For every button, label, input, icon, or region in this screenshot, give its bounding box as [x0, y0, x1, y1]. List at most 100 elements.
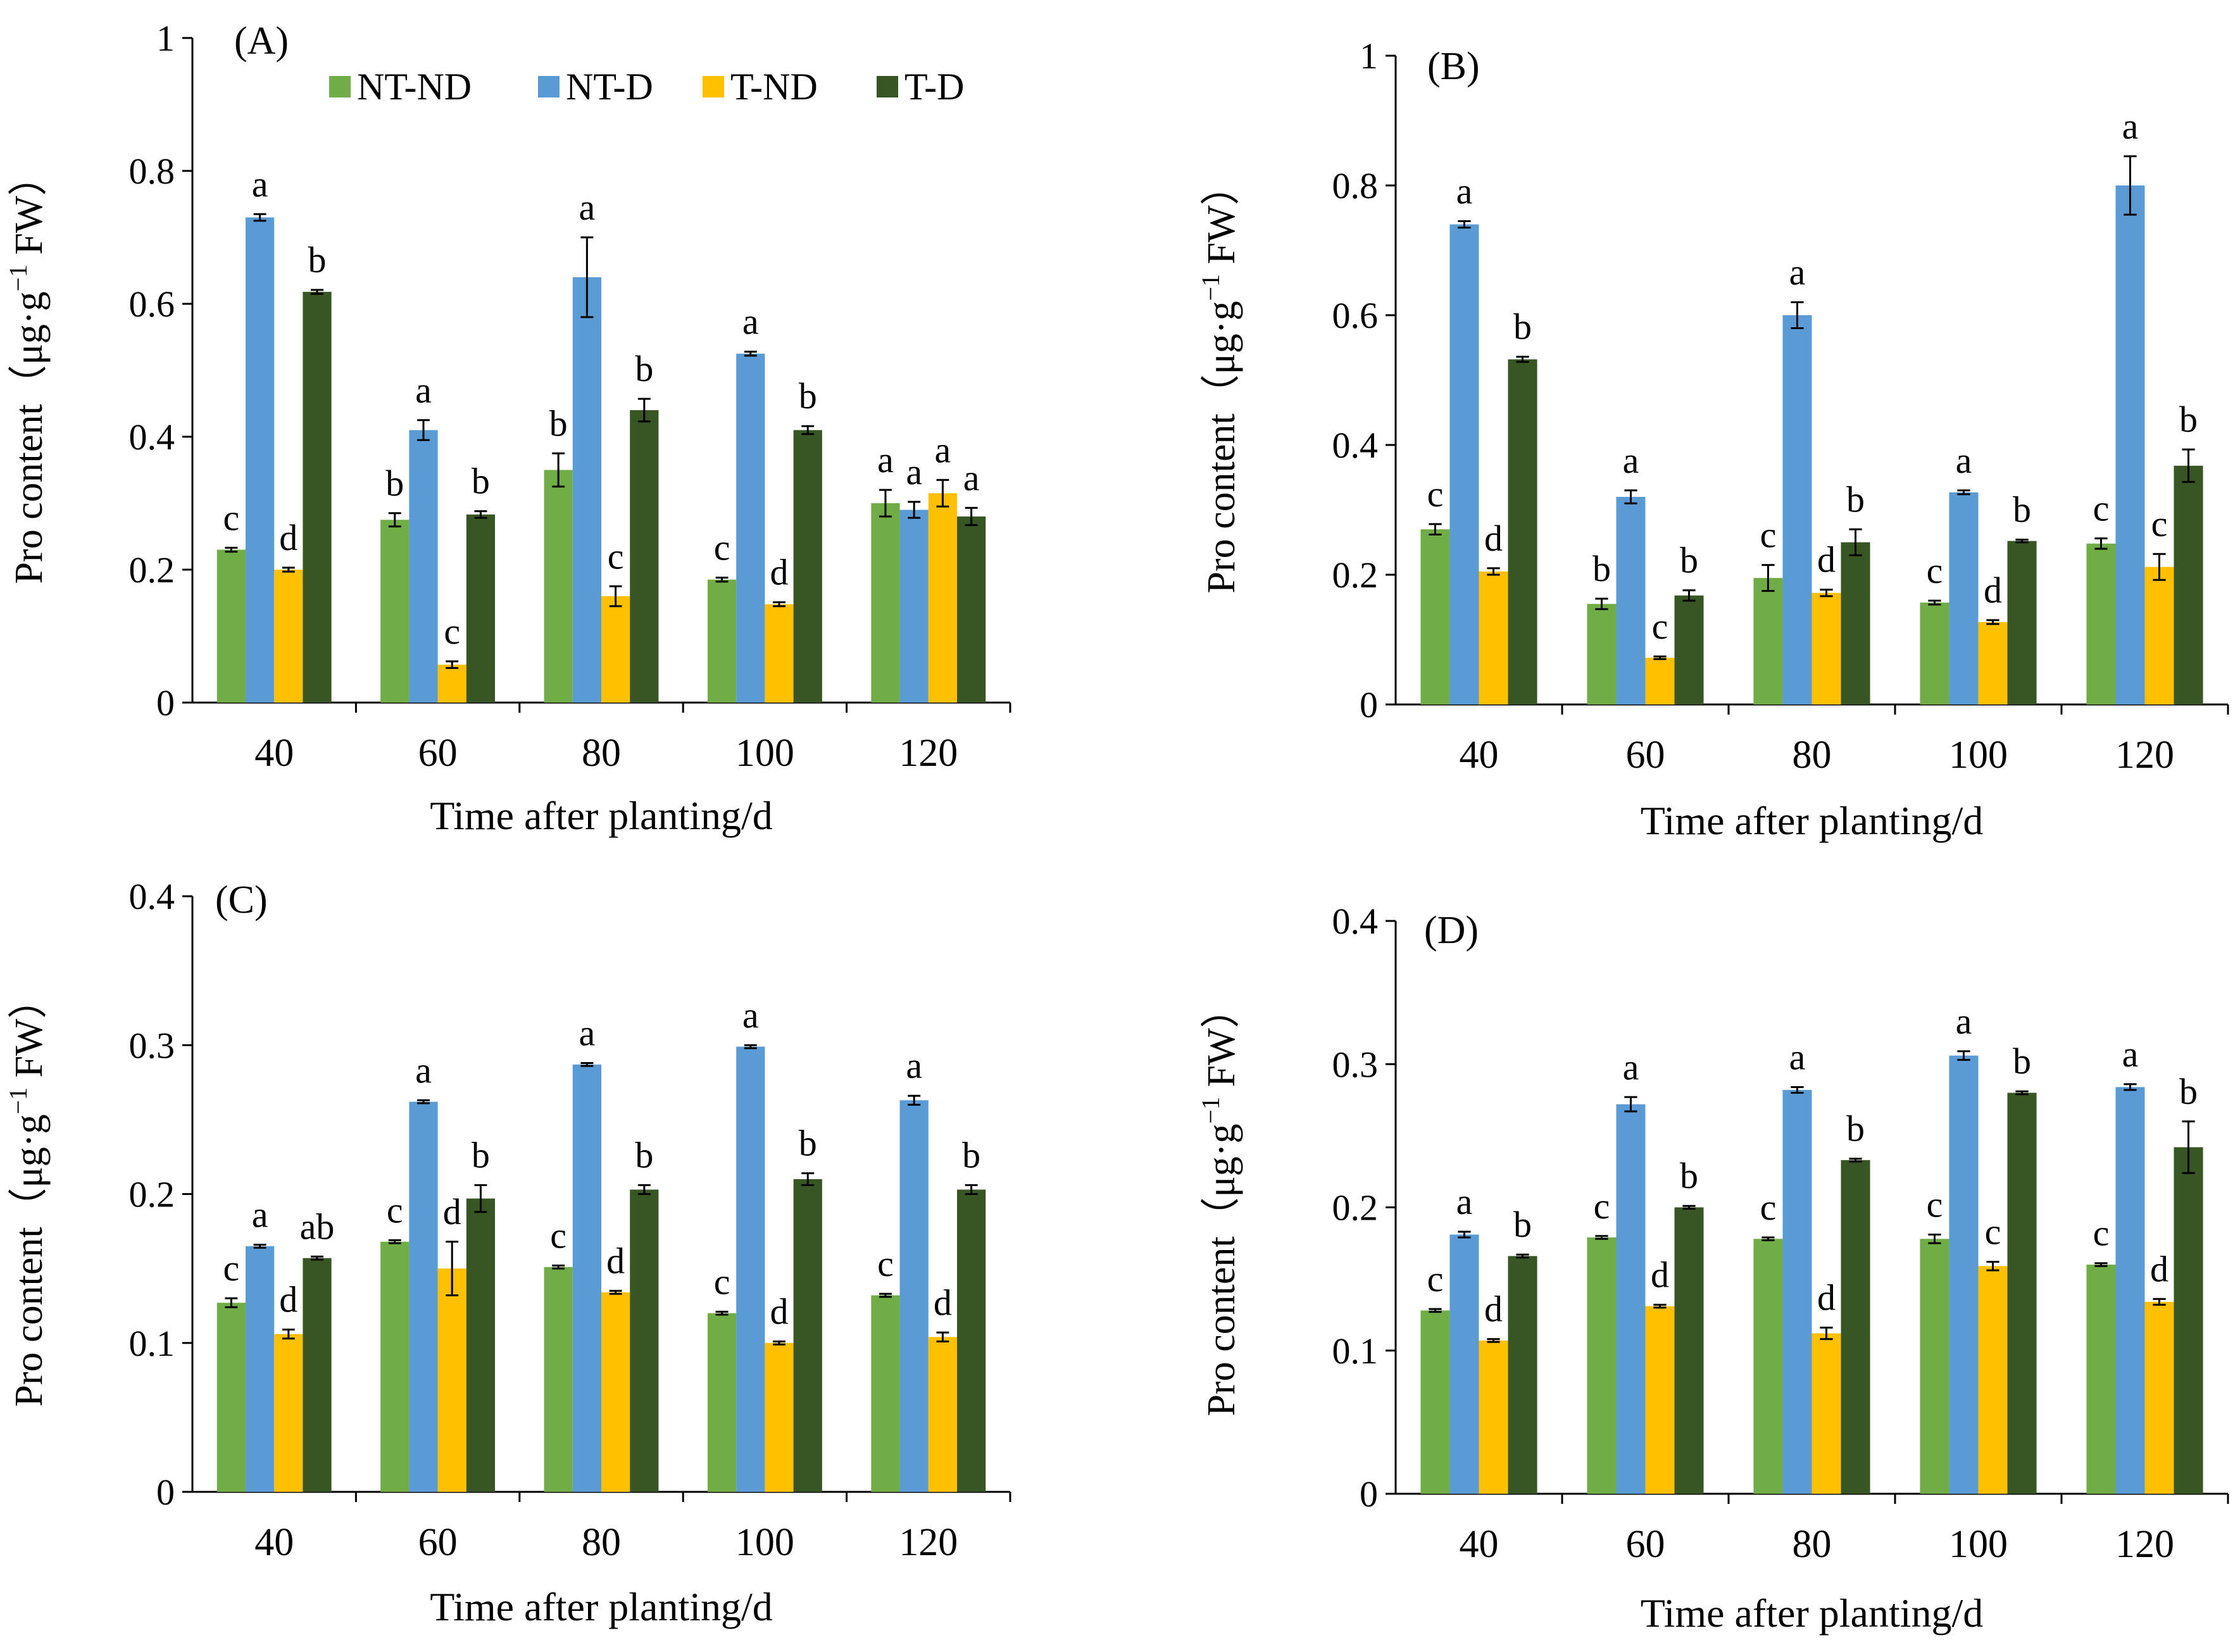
- significance-letter: c: [1760, 515, 1777, 556]
- x-tick-label: 40: [254, 732, 294, 775]
- bar-nt-d-40: [245, 1246, 275, 1492]
- bar-nt-nd-40: [1420, 529, 1450, 704]
- significance-letter: c: [1427, 1258, 1444, 1299]
- x-tick-label: 60: [418, 732, 458, 775]
- bar-nt-nd-120: [2086, 543, 2116, 704]
- bar-t-nd-120: [928, 493, 958, 703]
- legend-swatch: [703, 76, 724, 97]
- significance-letter: b: [385, 463, 404, 504]
- panel-b: 00.20.40.60.8140cadb60bacb80cadb100cadb1…: [1196, 35, 2229, 843]
- error-bar: [1595, 1235, 1608, 1240]
- x-tick-label: 60: [1626, 734, 1665, 777]
- error-bar: [715, 577, 729, 583]
- error-bar: [1849, 528, 1862, 556]
- significance-letter: c: [387, 1189, 403, 1230]
- bar-nt-d-60: [1616, 1104, 1646, 1494]
- error-bar: [773, 1340, 785, 1346]
- bar-t-nd-80: [1811, 1333, 1841, 1494]
- error-bar: [2094, 1262, 2108, 1267]
- panel-label: (C): [215, 879, 268, 922]
- significance-letter: a: [415, 370, 432, 411]
- error-bar: [1653, 1303, 1667, 1309]
- significance-letter: a: [963, 457, 980, 498]
- significance-letter: b: [962, 1134, 980, 1175]
- error-bar: [1957, 1050, 1970, 1061]
- y-tick-label: 1: [1360, 35, 1378, 77]
- bar-t-nd-80: [601, 596, 630, 703]
- error-bar: [1682, 589, 1696, 602]
- y-tick-label: 0: [1360, 684, 1378, 725]
- bar-t-nd-100: [1978, 1266, 2008, 1494]
- significance-letter: d: [2150, 1248, 2168, 1289]
- bar-t-nd-40: [274, 1334, 303, 1492]
- significance-letter: a: [1623, 440, 1639, 481]
- bar-nt-d-120: [899, 1100, 929, 1492]
- significance-letter: d: [1817, 539, 1836, 580]
- significance-letter: a: [742, 301, 759, 342]
- bar-t-nd-120: [928, 1337, 958, 1492]
- error-bar: [637, 397, 651, 423]
- bar-nt-nd-80: [1753, 578, 1783, 704]
- error-bar: [1761, 564, 1775, 592]
- significance-letter: d: [1817, 1277, 1836, 1318]
- x-tick-label: 100: [735, 1521, 794, 1564]
- bar-nt-d-80: [1782, 315, 1812, 704]
- y-axis-label: Pro content（μg·g−1 FW）: [1196, 989, 1243, 1416]
- significance-letter: b: [1680, 540, 1698, 581]
- significance-letter: c: [877, 1243, 894, 1284]
- significance-letter: b: [472, 461, 490, 502]
- bar-nt-nd-40: [1420, 1310, 1450, 1494]
- x-tick-label: 120: [899, 732, 958, 775]
- error-bar: [879, 489, 892, 518]
- bar-t-nd-100: [1978, 622, 2008, 704]
- bar-nt-nd-80: [1753, 1239, 1783, 1494]
- bar-nt-nd-80: [544, 1267, 573, 1492]
- legend-item-nt-nd: NT-ND: [329, 66, 472, 108]
- bar-nt-nd-60: [1587, 604, 1617, 704]
- bar-nt-nd-60: [1587, 1237, 1617, 1494]
- legend: NT-ND NT-D T-ND T-D: [329, 66, 964, 108]
- error-bar: [225, 546, 238, 553]
- significance-letter: c: [1427, 473, 1444, 515]
- significance-letter: b: [799, 1123, 817, 1164]
- significance-letter: b: [1592, 548, 1611, 589]
- error-bar: [552, 452, 565, 488]
- significance-letter: d: [934, 1282, 952, 1323]
- x-tick-label: 100: [1949, 734, 2008, 777]
- bar-t-nd-40: [1479, 1340, 1508, 1494]
- significance-letter: d: [606, 1240, 625, 1281]
- panel-d: 00.10.20.30.440cadb60cadb80cadb100cacb12…: [1196, 901, 2229, 1636]
- error-bar: [609, 585, 622, 608]
- bar-t-nd-120: [2144, 1301, 2174, 1494]
- y-tick-label: 0: [156, 1472, 175, 1513]
- y-tick-label: 0.4: [129, 876, 175, 917]
- bar-nt-nd-100: [707, 579, 737, 703]
- error-bar: [2015, 539, 2029, 544]
- significance-letter: a: [742, 994, 759, 1036]
- bar-t-d-80: [1841, 542, 1870, 704]
- significance-letter: ab: [300, 1206, 335, 1247]
- x-tick-label: 100: [1949, 1523, 2008, 1566]
- chart-panels: 00.20.40.60.8140cadb60bacb80bacb100cadb1…: [4, 18, 2229, 1636]
- error-bar: [773, 601, 785, 608]
- bar-t-nd-40: [1479, 571, 1508, 704]
- y-tick-label: 0.4: [1332, 901, 1379, 942]
- y-tick-label: 1: [156, 18, 175, 59]
- y-tick-label: 0.1: [129, 1323, 175, 1364]
- bar-t-d-80: [630, 1189, 659, 1492]
- error-bar: [1986, 619, 1999, 625]
- bar-t-d-80: [1841, 1160, 1870, 1494]
- error-bar: [1957, 489, 1970, 496]
- error-bar: [311, 289, 323, 295]
- significance-letter: c: [2151, 503, 2168, 544]
- error-bar: [936, 1331, 949, 1342]
- y-tick-label: 0.3: [129, 1025, 175, 1066]
- significance-letter: b: [1513, 1204, 1532, 1245]
- significance-letter: a: [579, 187, 596, 228]
- bar-nt-nd-40: [216, 549, 246, 703]
- significance-letter: c: [1985, 1211, 2001, 1252]
- panel-label: (B): [1427, 45, 1480, 88]
- bar-nt-d-120: [2115, 1087, 2145, 1494]
- bar-t-nd-40: [274, 570, 303, 703]
- significance-letter: c: [550, 1215, 566, 1256]
